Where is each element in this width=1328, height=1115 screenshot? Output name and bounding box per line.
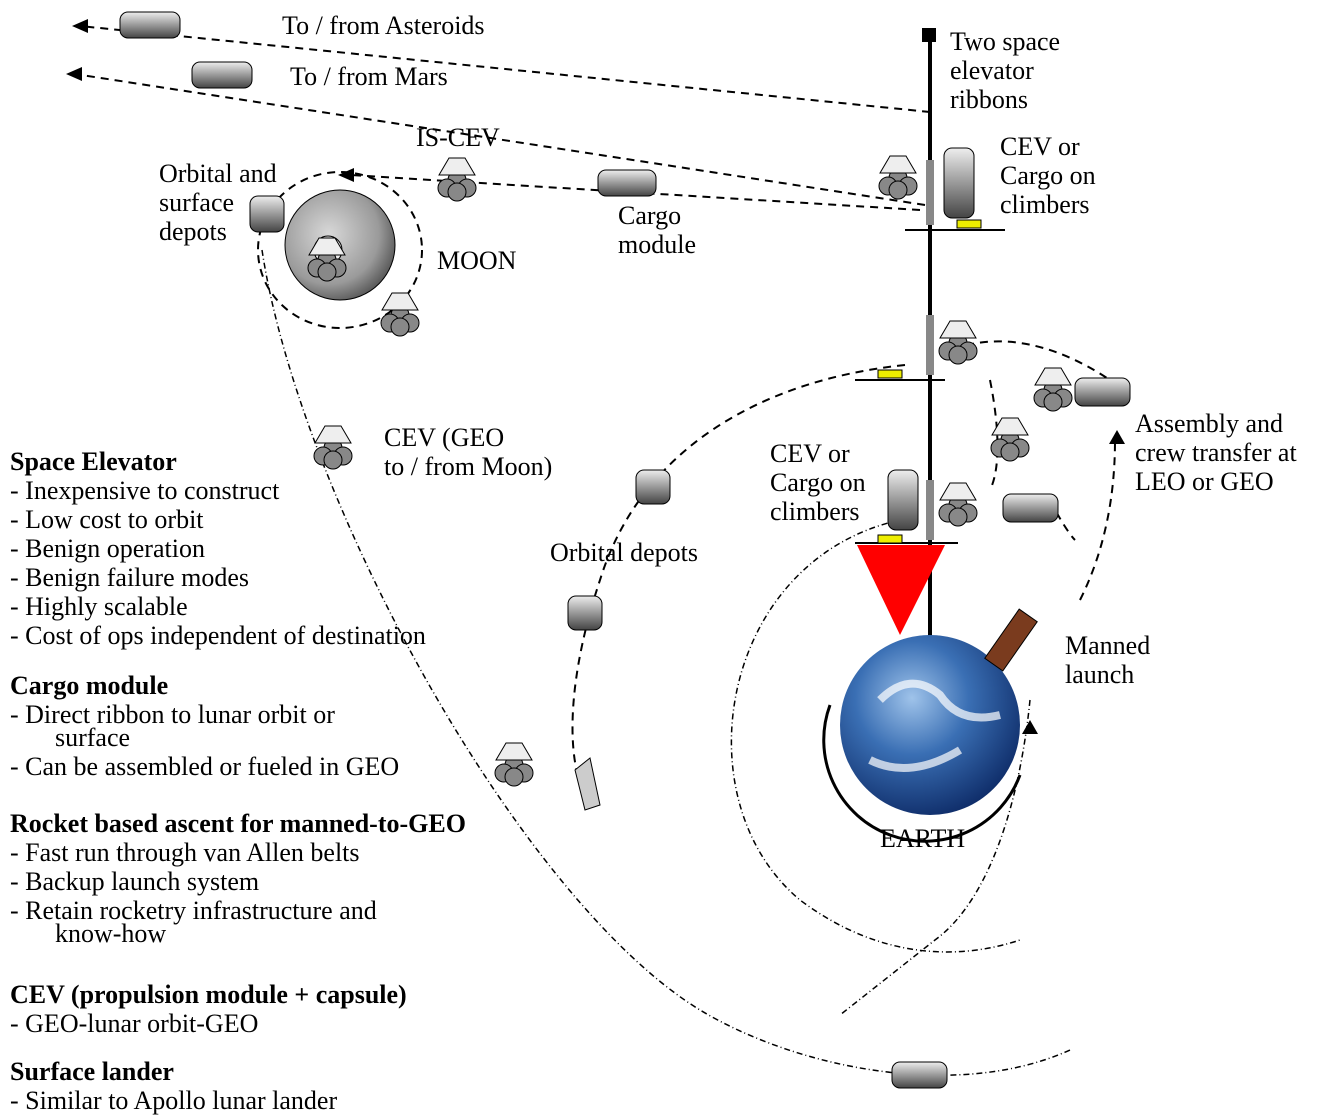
label: CEV or <box>1000 132 1080 161</box>
cargo-module <box>892 1062 947 1088</box>
lander-part <box>391 318 409 336</box>
cargo-module <box>192 62 252 88</box>
moon <box>285 190 395 300</box>
label: ribbons <box>950 85 1028 114</box>
lander-part <box>949 346 967 364</box>
lander-part <box>1001 443 1019 461</box>
label: climbers <box>1000 190 1090 219</box>
label: Assembly and <box>1135 409 1283 438</box>
cargo-module <box>120 12 180 38</box>
note-item: - GEO-lunar orbit-GEO <box>10 1009 258 1038</box>
label: CEV (GEO <box>384 423 504 452</box>
label: surface <box>159 188 234 217</box>
note-item: - Inexpensive to construct <box>10 476 280 505</box>
note-heading: Space Elevator <box>10 447 177 476</box>
lander-part <box>439 158 475 175</box>
lander-part <box>318 263 336 281</box>
label: elevator <box>950 56 1034 85</box>
lander-part <box>1035 368 1071 385</box>
note-item: surface <box>55 723 130 752</box>
cargo-module <box>250 196 284 232</box>
lander-part <box>315 426 351 443</box>
label: launch <box>1065 660 1134 689</box>
note-item: - Cost of ops independent of destination <box>10 621 426 650</box>
label: To / from Mars <box>290 62 448 91</box>
lander-part <box>505 768 523 786</box>
earth <box>824 609 1037 841</box>
notes: Space Elevator- Inexpensive to construct… <box>10 447 466 1115</box>
label: depots <box>159 217 227 246</box>
label: Manned <box>1065 631 1150 660</box>
lander-part <box>940 483 976 500</box>
label: Orbital depots <box>550 538 698 567</box>
label: Orbital and <box>159 159 277 188</box>
capsule <box>575 758 600 810</box>
lander-part <box>940 321 976 338</box>
cargo-module <box>1003 494 1058 522</box>
label: Cargo on <box>770 468 866 497</box>
note-item: - Similar to Apollo lunar lander <box>10 1086 337 1115</box>
label: Two space <box>950 27 1060 56</box>
note-item: - Fast run through van Allen belts <box>10 838 360 867</box>
label: crew transfer at <box>1135 438 1297 467</box>
cargo-module <box>1075 378 1130 406</box>
note-item: - Benign failure modes <box>10 563 249 592</box>
label: IS-CEV <box>416 123 500 152</box>
note-item: - Low cost to orbit <box>10 505 204 534</box>
label: EARTH <box>880 824 965 853</box>
cargo-module <box>598 170 656 196</box>
lander-part <box>324 451 342 469</box>
lander-part <box>949 508 967 526</box>
label: Cargo on <box>1000 161 1096 190</box>
note-heading: Rocket based ascent for manned-to-GEO <box>10 809 466 838</box>
label: Cargo <box>618 201 681 230</box>
label: CEV or <box>770 439 850 468</box>
label: to / from Moon) <box>384 452 552 481</box>
lander-part <box>1044 393 1062 411</box>
lander-part <box>880 156 916 173</box>
note-heading: CEV (propulsion module + capsule) <box>10 980 407 1009</box>
note-item: - Highly scalable <box>10 592 188 621</box>
label: module <box>618 230 696 259</box>
diagram: To / from Asteroids To / from Mars Two spa… <box>0 0 1328 1115</box>
space-elevator <box>855 28 1005 640</box>
label: MOON <box>437 246 517 275</box>
lander-part <box>992 418 1028 435</box>
lander-part <box>448 183 466 201</box>
note-item: - Benign operation <box>10 534 205 563</box>
note-item: - Backup launch system <box>10 867 259 896</box>
lander-part <box>889 181 907 199</box>
note-item: know-how <box>55 919 166 948</box>
lander-part <box>496 743 532 760</box>
label: climbers <box>770 497 860 526</box>
note-item: - Can be assembled or fueled in GEO <box>10 752 399 781</box>
lander-part <box>382 293 418 310</box>
cargo-module <box>636 470 670 504</box>
label: To / from Asteroids <box>282 11 485 40</box>
note-heading: Surface lander <box>10 1057 174 1086</box>
note-heading: Cargo module <box>10 671 168 700</box>
label: LEO or GEO <box>1135 467 1274 496</box>
cargo-module <box>568 596 602 630</box>
